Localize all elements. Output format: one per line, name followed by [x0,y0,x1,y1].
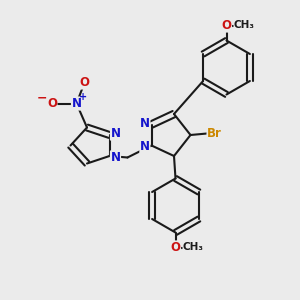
Text: O: O [80,76,90,89]
Text: O: O [170,241,181,254]
Text: −: − [37,92,47,105]
Text: +: + [79,92,87,102]
Text: N: N [140,116,150,130]
Text: N: N [110,127,121,140]
Text: CH₃: CH₃ [234,20,255,31]
Text: O: O [47,97,57,110]
Text: CH₃: CH₃ [183,242,204,253]
Text: N: N [71,97,82,110]
Text: N: N [140,140,150,154]
Text: Br: Br [207,127,222,140]
Text: O: O [221,19,232,32]
Text: N: N [110,151,121,164]
